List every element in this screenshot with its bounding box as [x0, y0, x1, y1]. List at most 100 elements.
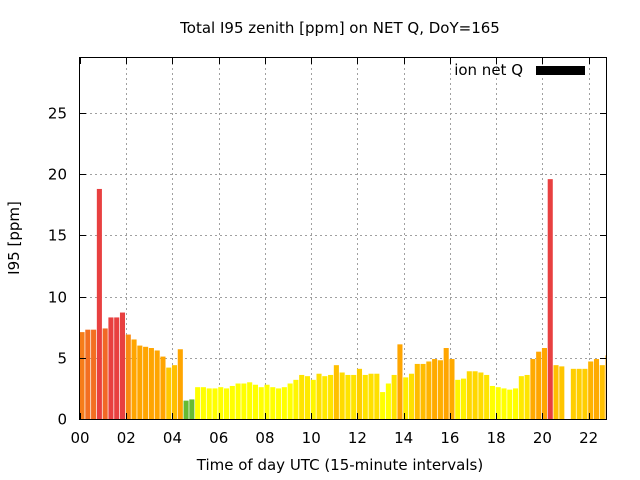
x-tick-label: 20 [533, 429, 552, 447]
bar [102, 328, 108, 419]
bar [466, 371, 472, 419]
bar [310, 379, 316, 419]
bar [351, 374, 357, 419]
y-tick-label: 15 [48, 227, 67, 245]
bar [200, 387, 206, 419]
bar [593, 359, 600, 419]
bar [547, 179, 553, 419]
bar [449, 359, 455, 419]
bar [293, 379, 299, 419]
bar [420, 363, 426, 419]
bar [287, 383, 293, 419]
bar [605, 355, 606, 419]
y-tick-label: 20 [48, 166, 67, 184]
chart-title: Total I95 zenith [ppm] on NET Q, DoY=165 [179, 19, 500, 37]
bar [148, 348, 154, 419]
bar [437, 360, 443, 419]
bar [137, 345, 143, 419]
bar [385, 383, 391, 419]
x-tick-label: 06 [209, 429, 228, 447]
bar [160, 356, 166, 419]
x-tick-label: 10 [302, 429, 321, 447]
bar [171, 365, 178, 419]
bar [264, 384, 270, 419]
bar [588, 361, 594, 419]
x-tick-label: 08 [255, 429, 274, 447]
bar [131, 339, 137, 419]
y-axis-label: I95 [ppm] [5, 201, 23, 275]
bar [333, 365, 339, 419]
bar [304, 376, 311, 419]
bar [541, 348, 547, 419]
bar [426, 361, 432, 419]
bar [374, 373, 380, 419]
x-tick-label: 02 [117, 429, 136, 447]
bar [460, 378, 467, 419]
bar [501, 388, 507, 419]
bar [91, 329, 97, 419]
bar [345, 374, 351, 419]
bar [79, 332, 85, 419]
bar [391, 374, 397, 419]
bar [403, 377, 409, 419]
bar [119, 312, 126, 419]
legend-label: ion net Q [454, 61, 523, 79]
legend-swatch [536, 66, 585, 75]
bar [299, 374, 305, 419]
bar [108, 317, 114, 419]
y-tick-label: 5 [57, 350, 67, 368]
bar [195, 387, 201, 419]
x-axis-label: Time of day UTC (15-minute intervals) [196, 456, 483, 474]
bar [576, 368, 582, 419]
y-tick-label: 25 [48, 105, 67, 123]
bar [484, 374, 490, 419]
bar [154, 350, 160, 419]
bar [206, 388, 212, 419]
bar [489, 385, 495, 419]
bar [582, 368, 588, 419]
bar [599, 365, 605, 419]
bar [183, 400, 189, 419]
y-tick-label: 10 [48, 289, 67, 307]
x-tick-label: 12 [348, 429, 367, 447]
bar [218, 387, 224, 419]
bar [380, 392, 386, 419]
plot-frame [79, 57, 607, 420]
bar [414, 363, 420, 419]
bar [322, 376, 328, 419]
bar [570, 368, 576, 419]
bar [472, 371, 478, 419]
bar [339, 372, 345, 419]
legend: ion net Q [454, 61, 585, 79]
x-tick-label: 16 [440, 429, 459, 447]
bar [397, 344, 403, 419]
bar [328, 374, 334, 419]
y-axis: 0 5 10 15 20 25 [48, 105, 606, 429]
x-tick-label: 18 [487, 429, 506, 447]
bar [276, 388, 282, 419]
bar [177, 349, 183, 419]
bar [443, 348, 449, 419]
bar [495, 387, 501, 419]
x-tick-label: 22 [579, 429, 598, 447]
bar [368, 373, 374, 419]
bar [408, 373, 415, 419]
bar [524, 374, 530, 419]
bar [143, 346, 149, 419]
y-tick-label: 0 [57, 411, 67, 429]
x-tick-label: 14 [394, 429, 413, 447]
bar [224, 388, 230, 419]
bar [270, 387, 276, 419]
bar [281, 387, 287, 419]
bar [455, 379, 461, 419]
x-tick-label: 04 [163, 429, 182, 447]
bar [241, 383, 247, 419]
x-axis: 00 02 04 06 08 10 12 14 16 18 20 22 [70, 58, 598, 447]
bar [356, 368, 363, 419]
bar [96, 188, 102, 419]
bar [235, 383, 241, 419]
bar [518, 376, 524, 419]
bar [316, 373, 322, 419]
bar [212, 388, 218, 419]
